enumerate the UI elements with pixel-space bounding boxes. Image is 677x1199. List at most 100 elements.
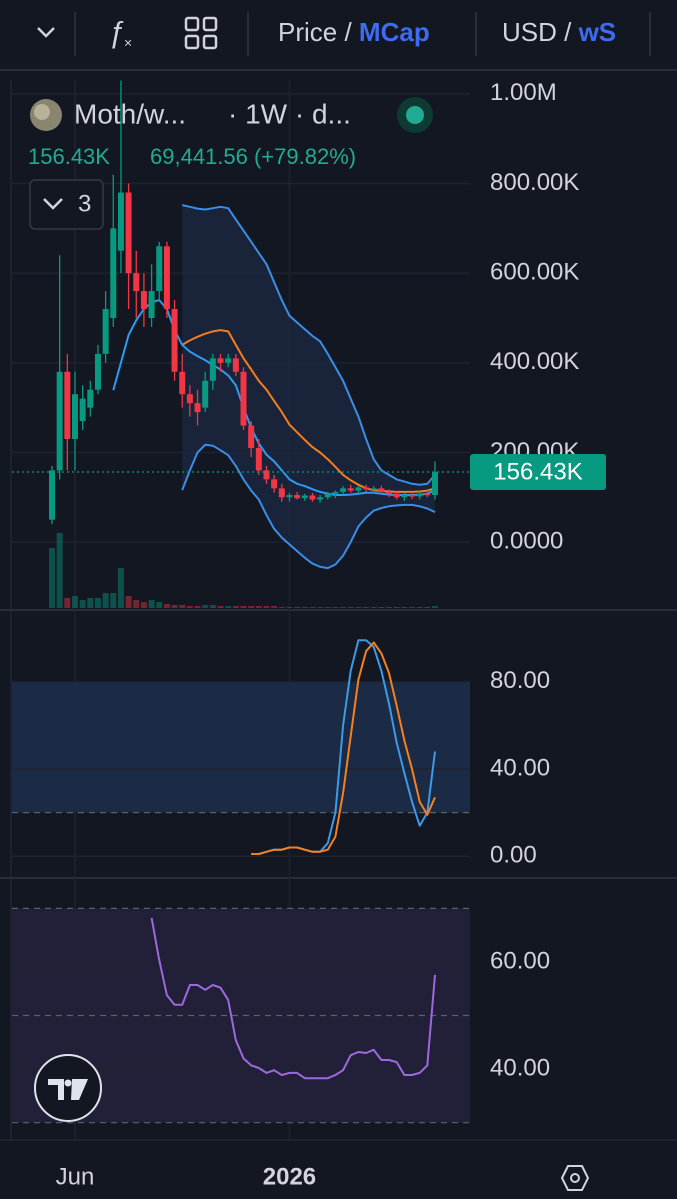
volume-bar [386, 607, 393, 608]
toggle-mcap[interactable]: MCap [359, 17, 430, 47]
volume-bar [49, 548, 55, 608]
candle-body [94, 353, 101, 390]
candle-body [117, 192, 124, 251]
candle-body [340, 488, 347, 492]
overlay-line [181, 204, 436, 486]
indicator-line [251, 641, 436, 855]
candle-body [225, 358, 232, 363]
volume-bar [271, 606, 278, 608]
candle-body [370, 488, 377, 490]
currency-toggle[interactable]: USD / wS [502, 17, 616, 47]
logo-ring [34, 1054, 102, 1122]
y-tick-label: 800.00K [490, 169, 579, 196]
status-dot [406, 106, 424, 124]
y-tick-label: 0.00 [490, 842, 537, 869]
toggle-price[interactable]: Price / [278, 17, 359, 47]
overlay-line [181, 443, 436, 570]
candle-body [232, 358, 239, 372]
candle-body [71, 394, 78, 440]
candle-body [255, 447, 262, 471]
volume-bar [263, 606, 270, 608]
candle-body [148, 291, 155, 319]
candle-body [125, 192, 132, 274]
candle-body [347, 488, 354, 491]
volume-bar [171, 605, 178, 608]
candle-body [186, 394, 193, 404]
volume-bar [56, 533, 63, 608]
legend-value: 156.43K [28, 144, 110, 169]
volume-bar [378, 607, 385, 608]
volume-bar [209, 605, 216, 608]
symbol-icon-detail [34, 104, 50, 120]
volume-bar [240, 606, 247, 608]
candle-body [355, 487, 362, 491]
candle-body [271, 479, 278, 489]
indicators-icon-x: × [124, 35, 132, 51]
volume-bar [87, 598, 94, 608]
y-tick-label: 40.00 [490, 1054, 550, 1081]
collapse-chevron [43, 198, 63, 210]
candle-body [309, 495, 316, 500]
candle-body [294, 495, 301, 499]
volume-bar [117, 568, 124, 608]
candle-body [110, 228, 117, 319]
y-tick-label: 40.00 [490, 754, 550, 781]
indicators-icon[interactable]: ƒ [108, 16, 125, 49]
volume-bar [324, 607, 331, 608]
logo-dot [64, 1079, 72, 1087]
last-price-label: 156.43K [493, 458, 582, 485]
volume-bar [317, 607, 324, 608]
settings-icon-center [570, 1173, 580, 1183]
volume-bar [71, 596, 78, 608]
candle-body [87, 389, 94, 408]
toolbar: ƒ × Price / MCap USD / wS [0, 0, 677, 71]
candle-body [102, 309, 109, 354]
indicators-collapse[interactable] [29, 179, 104, 230]
y-tick-label: 1.00M [490, 79, 557, 106]
volume-bar [148, 600, 155, 608]
toggle-ws[interactable]: wS [578, 17, 617, 47]
volume-bar [94, 598, 101, 608]
volume-bar [194, 606, 201, 608]
volume-bar [370, 607, 377, 608]
candle-body [217, 358, 224, 363]
volume-bar [202, 605, 209, 608]
volume-bar [102, 593, 109, 608]
candle-body [317, 497, 324, 500]
candle-body [301, 495, 308, 499]
volume-bar [424, 607, 431, 608]
volume-bar [232, 606, 239, 608]
candle-body [416, 493, 423, 497]
candle-body [194, 403, 201, 413]
time-axis [0, 1139, 677, 1191]
volume-bar [140, 602, 147, 608]
layout-icon[interactable] [184, 16, 218, 50]
tv-logo[interactable] [34, 1054, 102, 1122]
y-tick-label: 0.0000 [490, 527, 563, 554]
candle-body [386, 491, 393, 494]
symbol-interval: · 1W · d... [228, 98, 351, 129]
volume-bar [309, 607, 316, 608]
bollinger-fill [182, 205, 435, 569]
settings-icon[interactable] [560, 1165, 590, 1191]
volume-bar [225, 606, 232, 608]
candle-body [401, 495, 408, 498]
volume-bar [110, 593, 117, 608]
overlay-line [181, 329, 436, 493]
symbol-name[interactable]: Moth/w... [74, 98, 186, 129]
volume-bar [332, 607, 339, 608]
indicators-count: 3 [78, 190, 91, 217]
volume-bar [156, 602, 163, 608]
candle-body [156, 246, 163, 292]
price-mcap-toggle[interactable]: Price / MCap [278, 17, 430, 47]
volume-bar [125, 596, 132, 608]
volume-bar [416, 607, 423, 608]
volume-bar [355, 607, 362, 608]
volume-bar [186, 606, 193, 608]
candle-body [286, 495, 293, 498]
candle-body [163, 246, 170, 310]
toggle-usd[interactable]: USD / [502, 17, 579, 47]
dropdown-icon[interactable] [37, 27, 55, 38]
candle-body [179, 371, 186, 395]
